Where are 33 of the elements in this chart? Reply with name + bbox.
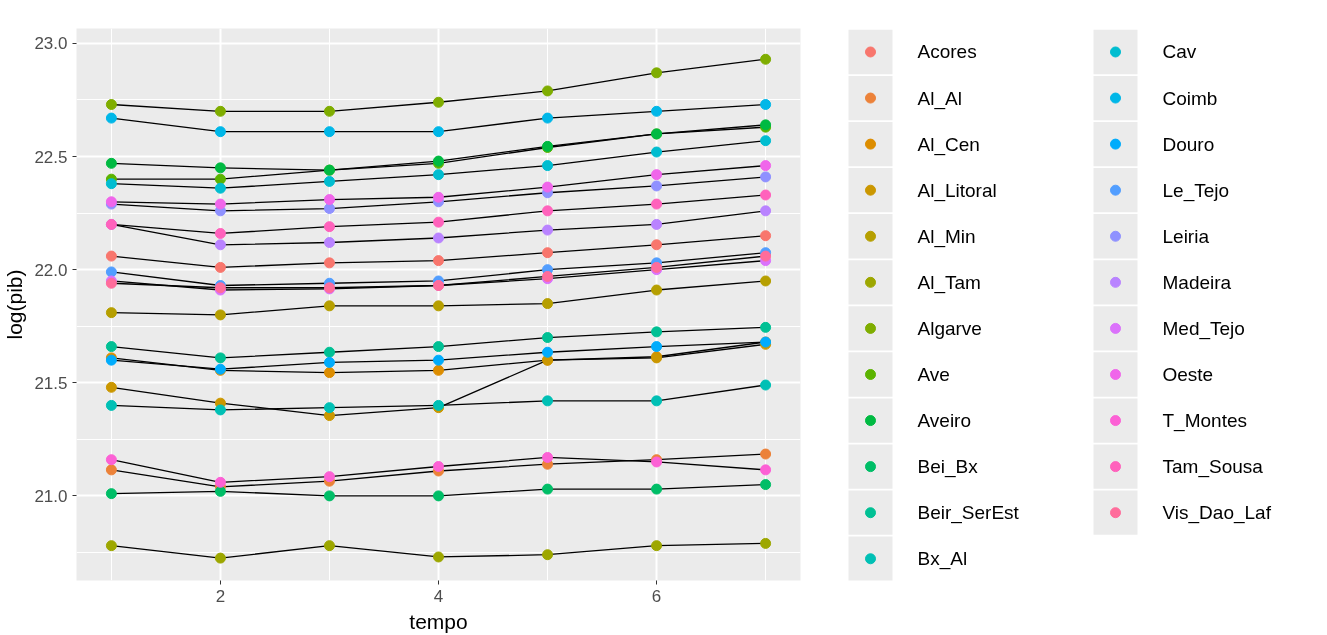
- legend-label: Al_Tam: [917, 271, 981, 294]
- legend-label: Algarve: [917, 317, 982, 339]
- legend-label: Vis_Dao_Laf: [1162, 502, 1272, 525]
- legend-label: Le_Tejo: [1162, 179, 1230, 202]
- x-tick-label: 4: [433, 586, 444, 606]
- legend-label: Al_Min: [917, 225, 976, 248]
- legend-label: Bx_Al: [917, 548, 968, 571]
- legend-label: Beir_SerEst: [917, 502, 1020, 525]
- legend-label: Al_Cen: [917, 133, 980, 156]
- legend-label: Tam_Sousa: [1162, 456, 1264, 479]
- legend-label: T_Montes: [1162, 410, 1247, 433]
- legend-label: Al_Al: [917, 87, 962, 110]
- y-tick-label: 22.0: [34, 260, 68, 280]
- legend-label: Med_Tejo: [1162, 317, 1245, 340]
- x-tick-label: 2: [215, 586, 226, 606]
- legend-label: Madeira: [1162, 271, 1232, 293]
- legend-label: Cav: [1162, 41, 1197, 63]
- x-tick-label: 6: [651, 586, 662, 606]
- legend-label: Douro: [1162, 133, 1215, 155]
- legend-label: Acores: [917, 41, 977, 63]
- y-tick-label: 23.0: [34, 34, 68, 54]
- legend-label: Oeste: [1162, 363, 1214, 385]
- legend-label: Coimb: [1162, 87, 1218, 109]
- legend-label: Aveiro: [917, 410, 972, 432]
- y-axis-title: log(pib): [3, 269, 27, 340]
- x-axis-title: tempo: [409, 609, 468, 633]
- y-tick-label: 21.5: [34, 373, 68, 393]
- legend-label: Leiria: [1162, 225, 1210, 247]
- legend-label: Ave: [917, 363, 950, 385]
- legend-label: Bei_Bx: [917, 456, 979, 479]
- legend-label: Al_Litoral: [917, 179, 997, 202]
- y-tick-label: 21.0: [34, 486, 68, 506]
- y-tick-label: 22.5: [34, 147, 68, 167]
